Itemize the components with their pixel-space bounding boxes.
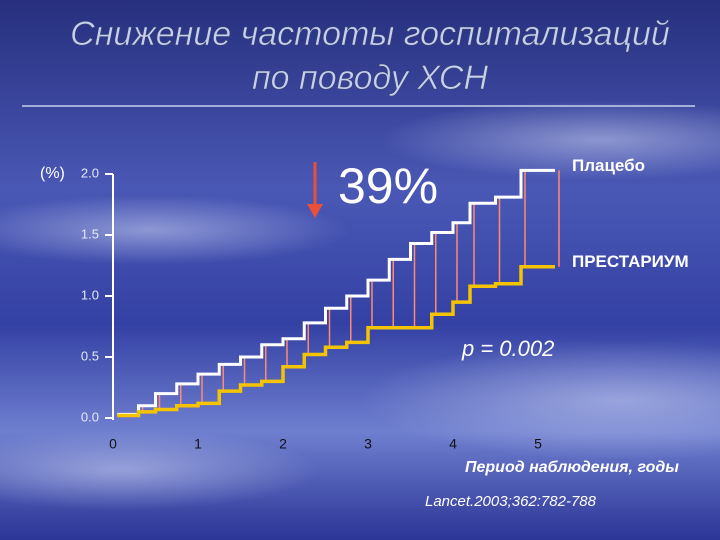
cloud [360,340,720,460]
y-tick-label: 1.5 [81,226,99,241]
y-tick-label: 0.0 [81,409,99,424]
series-line [117,168,555,416]
x-tick-label: 5 [534,436,542,452]
legend-label: Плацебо [572,156,645,175]
title-line: по поводу ХСН [252,59,489,97]
arrow-head [307,204,323,218]
series-line [117,264,555,418]
y-tick-label: 1.0 [81,287,99,302]
y-tick-label: 0.5 [81,348,99,363]
y-unit: (%) [40,165,65,182]
cloud [0,430,320,510]
cloud [380,100,720,180]
x-tick-label: 0 [109,436,117,452]
legend-label: ПРЕСТАРИУМ [572,252,689,271]
title-line: Снижение частоты госпитализаций [70,15,670,53]
p-value: p = 0.002 [461,336,554,361]
x-tick-label: 3 [364,436,372,452]
x-tick-label: 4 [449,436,457,452]
y-tick-label: 2.0 [81,165,99,180]
reduction-label: 39% [338,158,438,214]
x-tick-label: 1 [194,436,202,452]
x-axis-label: Период наблюдения, годы [465,459,679,476]
source: Lancet.2003;362:782-788 [425,493,597,510]
cloud [0,195,350,265]
x-tick-label: 2 [279,436,287,452]
